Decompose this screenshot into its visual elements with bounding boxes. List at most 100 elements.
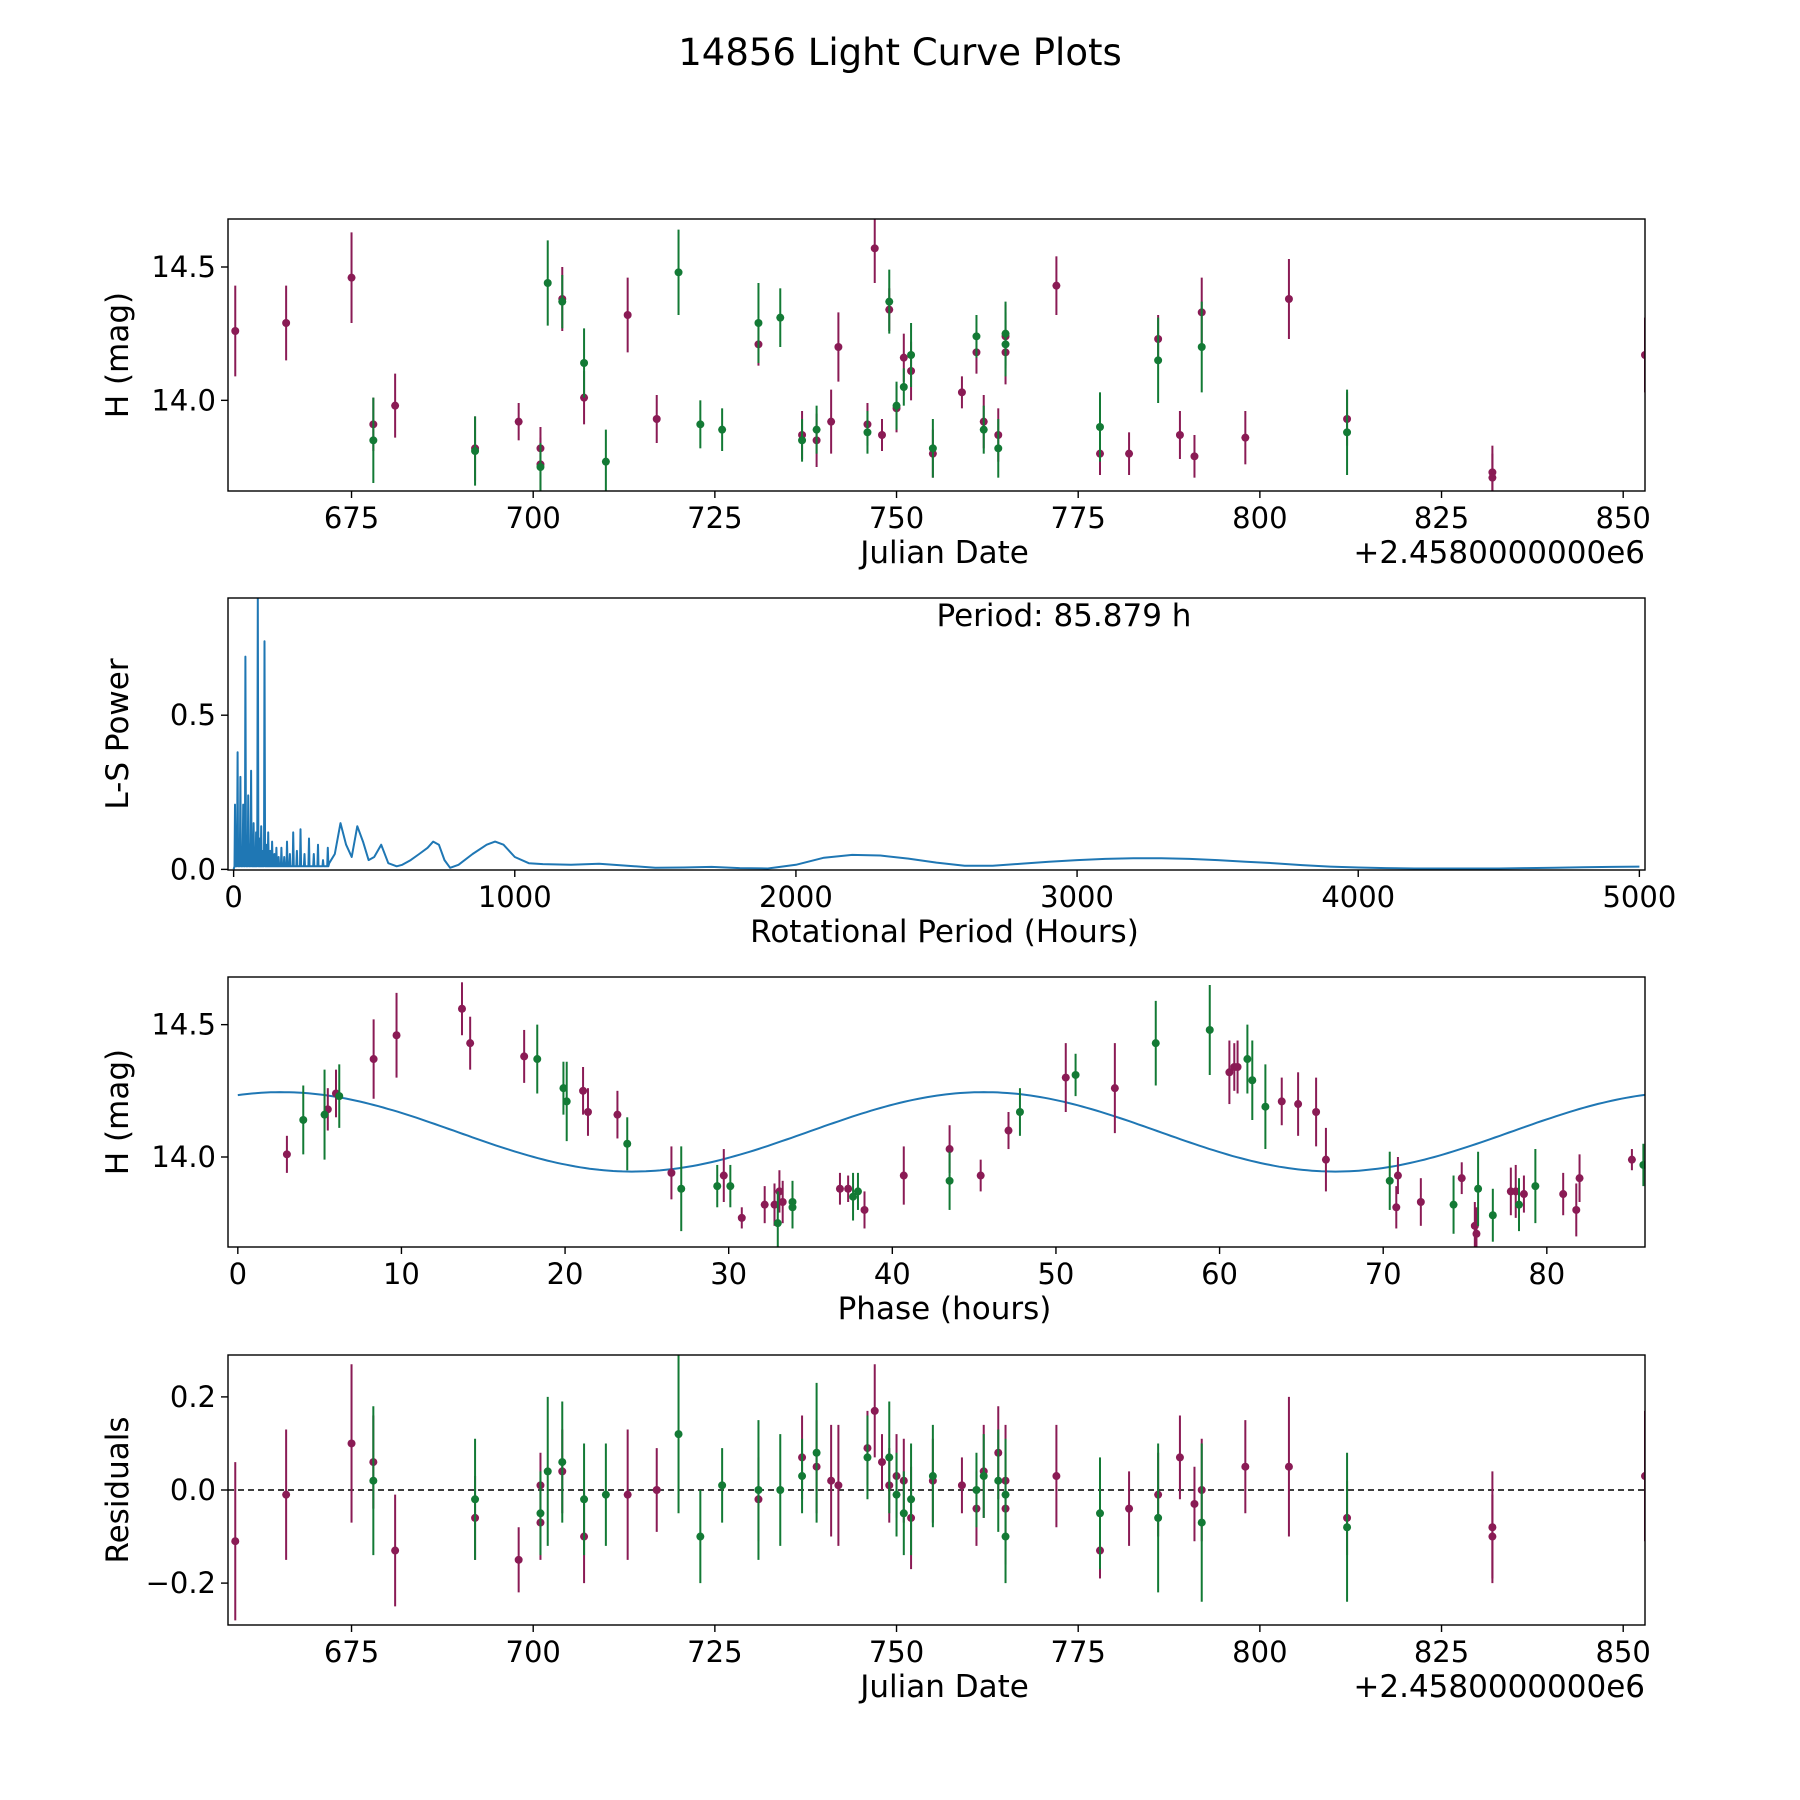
y-tick-label: 14.0	[151, 383, 216, 417]
data-point	[870, 1406, 879, 1415]
data-point	[1052, 281, 1061, 290]
data-point	[613, 1110, 622, 1119]
data-point	[457, 1004, 466, 1013]
data-point	[1052, 1472, 1061, 1481]
data-point	[1457, 1174, 1466, 1183]
data-point	[834, 1481, 843, 1490]
data-point	[863, 428, 872, 437]
data-point	[860, 1205, 869, 1214]
x-tick-label: 30	[710, 1257, 747, 1291]
data-point	[713, 1182, 722, 1191]
x-tick-label: 675	[324, 501, 379, 535]
data-point	[1243, 1055, 1252, 1064]
data-point	[369, 1055, 378, 1064]
data-point	[812, 425, 821, 434]
data-point	[1205, 1025, 1214, 1034]
x-tick-label: 40	[874, 1257, 911, 1291]
data-point	[347, 273, 356, 282]
x-tick-label: 50	[1037, 1257, 1074, 1291]
data-point	[391, 401, 400, 410]
data-point	[878, 431, 886, 439]
y-tick-label: 0.2	[170, 1380, 216, 1414]
data-point	[1511, 1187, 1520, 1196]
data-point	[788, 1203, 797, 1212]
panel-lightcurve: 675 700 725 750 775 800 825 850 14.0 14.5 Julian D…	[100, 218, 1651, 571]
axes-frame	[227, 218, 1646, 492]
data-point	[533, 1055, 542, 1064]
x-tick-label: 850	[1596, 1635, 1651, 1669]
data-point	[282, 319, 291, 327]
data-point	[994, 1476, 1003, 1485]
data-point	[754, 319, 763, 327]
data-point	[623, 311, 632, 319]
data-point	[957, 1481, 966, 1490]
data-point	[1154, 356, 1163, 365]
x-tick-label: 675	[324, 1635, 379, 1669]
y-axis-label: H (mag)	[100, 1049, 136, 1175]
x-axis-label: Julian Date	[858, 535, 1029, 571]
data-point	[1284, 1462, 1293, 1471]
data-point	[559, 1084, 568, 1093]
data-point	[1001, 1532, 1010, 1541]
data-point	[1572, 1205, 1581, 1214]
data-point	[870, 244, 879, 253]
data-point	[536, 463, 545, 471]
data-point	[674, 1430, 683, 1439]
x-tick-label: 60	[1201, 1257, 1238, 1291]
data-point	[778, 1198, 787, 1206]
data-point	[979, 425, 988, 434]
data-point	[1197, 343, 1206, 351]
data-point	[543, 1467, 552, 1476]
data-point	[1488, 1211, 1497, 1220]
data-point	[726, 1182, 735, 1191]
data-point	[827, 417, 836, 426]
x-tick-label: 0	[224, 880, 242, 914]
x-tick-label: 775	[1051, 1635, 1106, 1669]
data-point	[776, 313, 785, 322]
data-point	[1151, 1039, 1160, 1048]
data-point	[562, 1097, 571, 1106]
x-tick-label: 0	[229, 1257, 247, 1291]
x-axis-label: Rotational Period (Hours)	[750, 914, 1139, 950]
data-point	[1001, 340, 1010, 349]
data-point	[580, 359, 589, 367]
data-point	[543, 279, 552, 287]
data-point	[520, 1052, 529, 1061]
data-point	[798, 1472, 807, 1481]
x-axis-label: Phase (hours)	[838, 1291, 1052, 1327]
data-point	[320, 1110, 329, 1119]
data-point	[1531, 1182, 1540, 1191]
x-tick-label: 775	[1051, 501, 1106, 535]
data-point	[957, 388, 966, 397]
data-point	[514, 417, 523, 426]
data-point	[994, 444, 1003, 453]
data-point	[466, 1039, 475, 1048]
x-tick-label: 70	[1365, 1257, 1402, 1291]
axes-frame	[227, 597, 1646, 871]
data-point	[1321, 1155, 1330, 1164]
data-point	[1248, 1076, 1257, 1085]
data-point	[945, 1145, 954, 1154]
data-point	[1175, 1453, 1184, 1462]
data-point	[369, 1476, 378, 1485]
y-tick-label: −0.2	[146, 1566, 216, 1600]
data-point	[231, 327, 240, 335]
data-point	[369, 436, 378, 445]
x-offset-label: +2.4580000000e6	[1353, 1669, 1645, 1705]
data-point	[1416, 1198, 1425, 1206]
data-point	[674, 268, 683, 277]
x-tick-label: 750	[869, 1635, 924, 1669]
data-point	[583, 1108, 592, 1116]
x-tick-label: 3000	[1040, 880, 1114, 914]
figure-title: 14856 Light Curve Plots	[678, 31, 1122, 74]
data-point	[1241, 433, 1250, 442]
x-tick-label: 725	[687, 501, 742, 535]
data-point	[1190, 452, 1199, 461]
x-tick-label: 750	[869, 501, 924, 535]
data-point	[1125, 1504, 1134, 1513]
fit-curve	[237, 1091, 1645, 1173]
plot-area	[237, 982, 1645, 1247]
data-point	[827, 1476, 836, 1485]
data-point	[899, 383, 908, 391]
data-point	[1125, 449, 1134, 458]
